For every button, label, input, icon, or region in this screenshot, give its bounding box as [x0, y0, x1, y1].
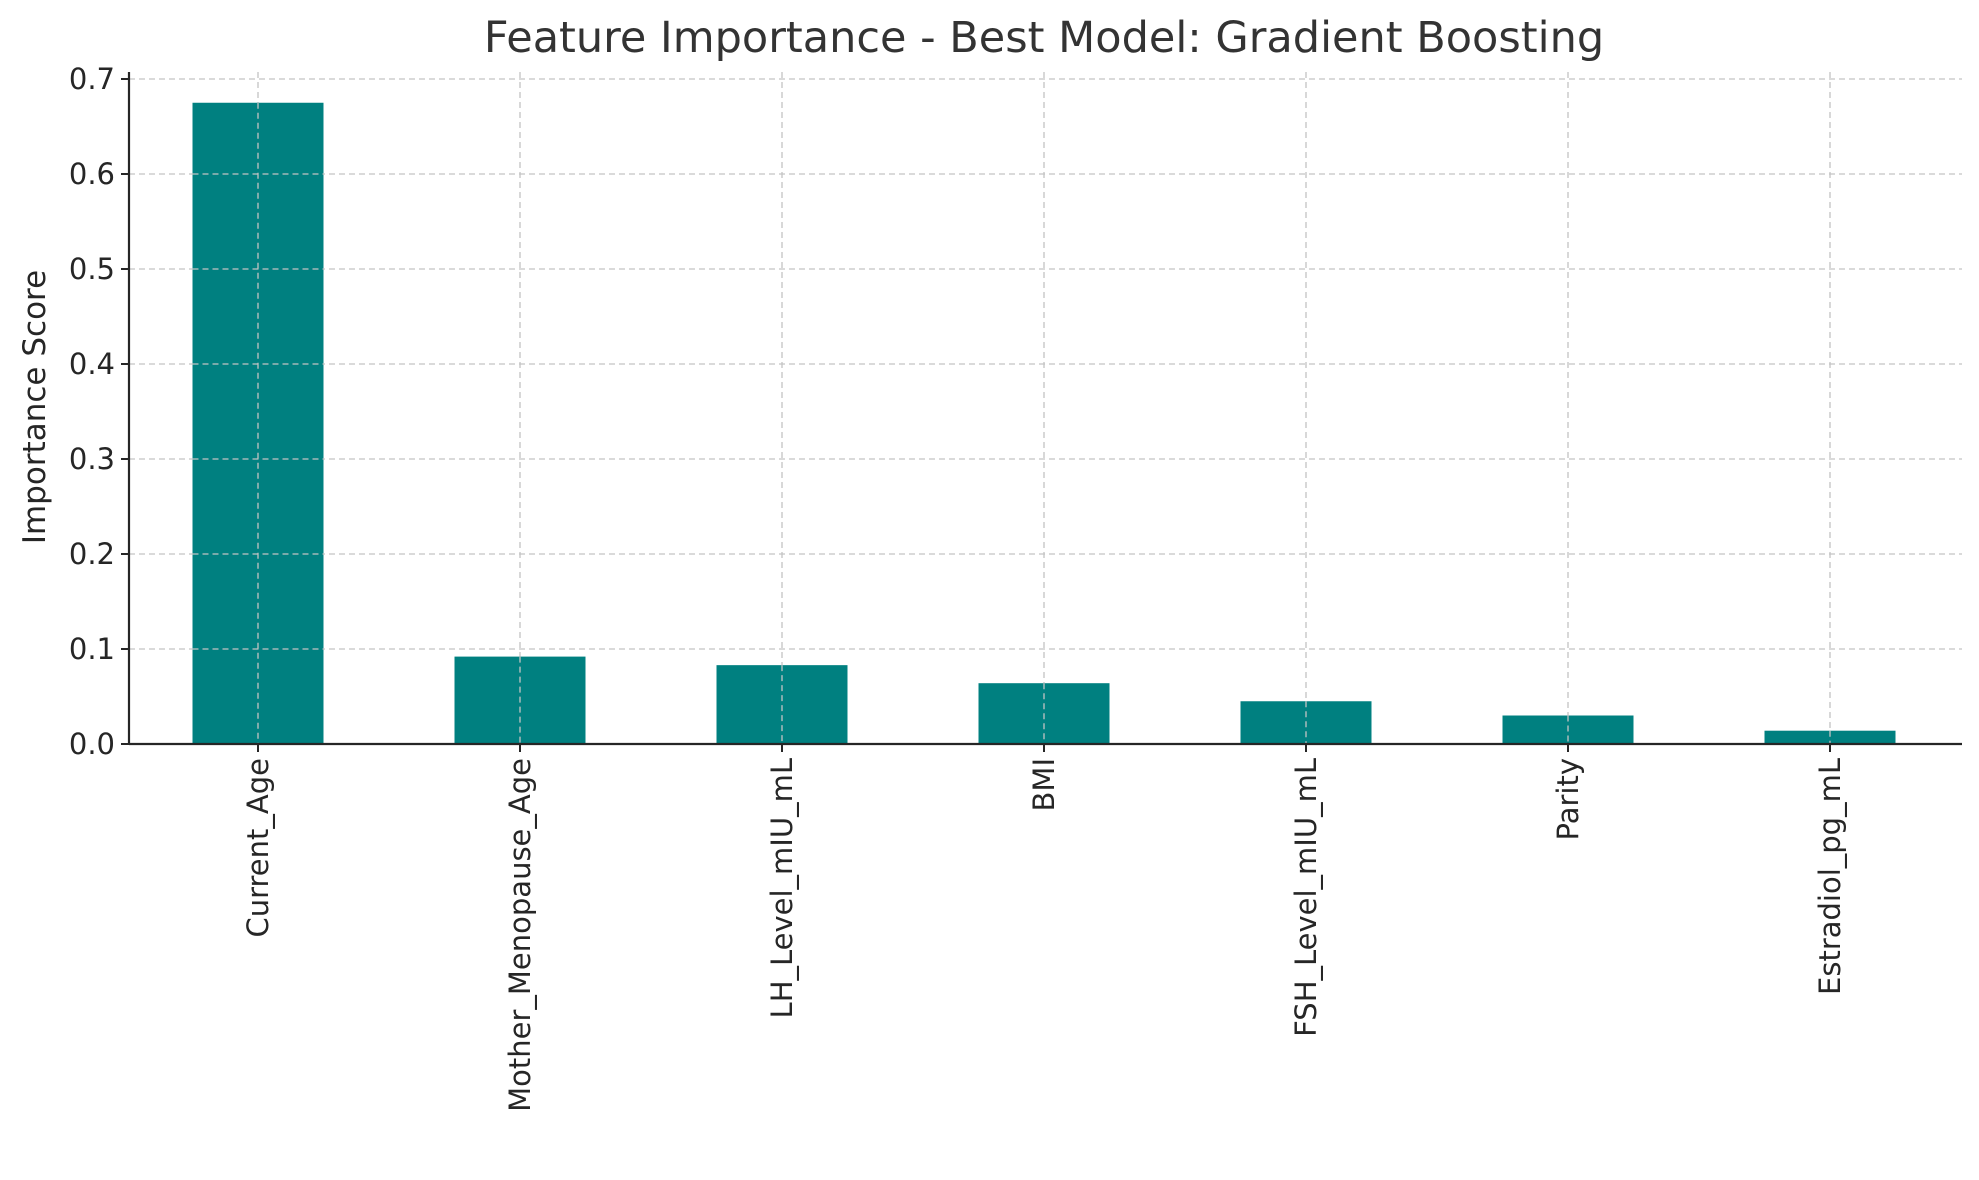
y-tick-label: 0.4 — [69, 347, 115, 381]
x-ticks: Current_Age Mother_Menopause_Age LH_Level_… — [241, 744, 1847, 1112]
y-tick-label: 0.5 — [69, 252, 115, 286]
y-axis-label: Importance Score — [17, 270, 53, 544]
x-tick-label: Current_Age — [241, 758, 275, 938]
x-tick-label: BMI — [1027, 758, 1061, 811]
x-tick-label: LH_Level_mIU_mL — [765, 758, 799, 1018]
bars — [192, 102, 1896, 744]
axes — [127, 72, 1962, 746]
chart-title: Feature Importance - Best Model: Gradien… — [484, 13, 1604, 63]
x-tick-label: Mother_Menopause_Age — [503, 758, 537, 1112]
bar-estradiol-pg-ml — [1764, 730, 1896, 744]
grid-lines — [129, 72, 1962, 744]
x-tick-label: Parity — [1551, 758, 1585, 840]
y-tick-label: 0.0 — [69, 727, 115, 761]
y-tick-label: 0.2 — [69, 537, 115, 571]
y-tick-label: 0.7 — [69, 62, 115, 96]
x-tick-label: FSH_Level_mIU_mL — [1289, 758, 1323, 1037]
y-tick-label: 0.6 — [69, 157, 115, 191]
y-ticks: 0.0 0.1 0.2 0.3 0.4 0.5 0.6 0.7 — [69, 62, 129, 761]
x-tick-label: Estradiol_pg_mL — [1813, 758, 1847, 995]
y-tick-label: 0.3 — [69, 442, 115, 476]
y-tick-label: 0.1 — [69, 632, 115, 666]
